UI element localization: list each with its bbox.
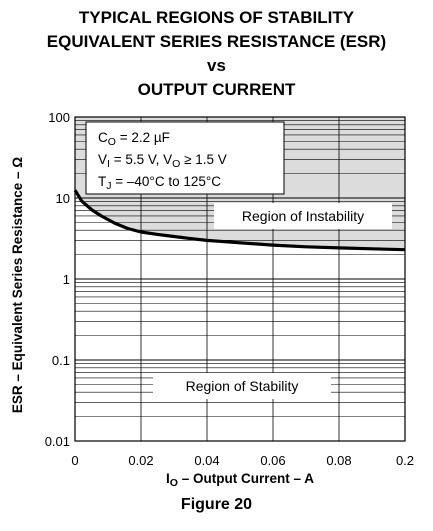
y-tick-label: 10: [56, 191, 70, 206]
conditions-box: [85, 121, 285, 195]
esr-boundary-curve: [73, 189, 406, 252]
y-tick-label: 0.1: [52, 353, 70, 368]
condition-line-2: VI = 5.5 V, VO ≥ 1.5 V: [98, 152, 227, 170]
chart-title-line-4: OUTPUT CURRENT: [137, 80, 296, 99]
x-tick-label: 0: [71, 453, 78, 468]
region-of-instability-label: Region of Instability: [242, 208, 364, 224]
y-axis-label: ESR – Equivalent Series Resistance – Ω: [10, 157, 25, 413]
x-axis-label: IO – Output Current – A: [166, 471, 314, 489]
instability-label-bg: [214, 203, 392, 229]
chart-title-line-3: vs: [207, 56, 226, 75]
y-tick-label: 0.01: [45, 434, 70, 449]
condition-line-1: CO = 2.2 µF: [98, 130, 170, 148]
x-tick-label: 0.06: [260, 453, 285, 468]
region-of-stability-label: Region of Stability: [186, 378, 299, 394]
x-tick-label: 0.08: [326, 453, 351, 468]
condition-line-3: TJ = –40°C to 125°C: [98, 174, 221, 192]
plot-frame: [74, 116, 406, 442]
x-tick-label: 0.2: [396, 453, 414, 468]
x-tick-label: 0.04: [194, 453, 219, 468]
chart-title-line-2: EQUIVALENT SERIES RESISTANCE (ESR): [46, 32, 387, 51]
y-tick-label: 1: [63, 272, 70, 287]
chart-title-line-1: TYPICAL REGIONS OF STABILITY: [78, 8, 355, 27]
figure-caption: Figure 20: [180, 496, 253, 513]
stability-label-bg: [153, 373, 331, 399]
x-tick-label: 0.02: [128, 453, 153, 468]
y-tick-label: 100: [48, 110, 70, 125]
